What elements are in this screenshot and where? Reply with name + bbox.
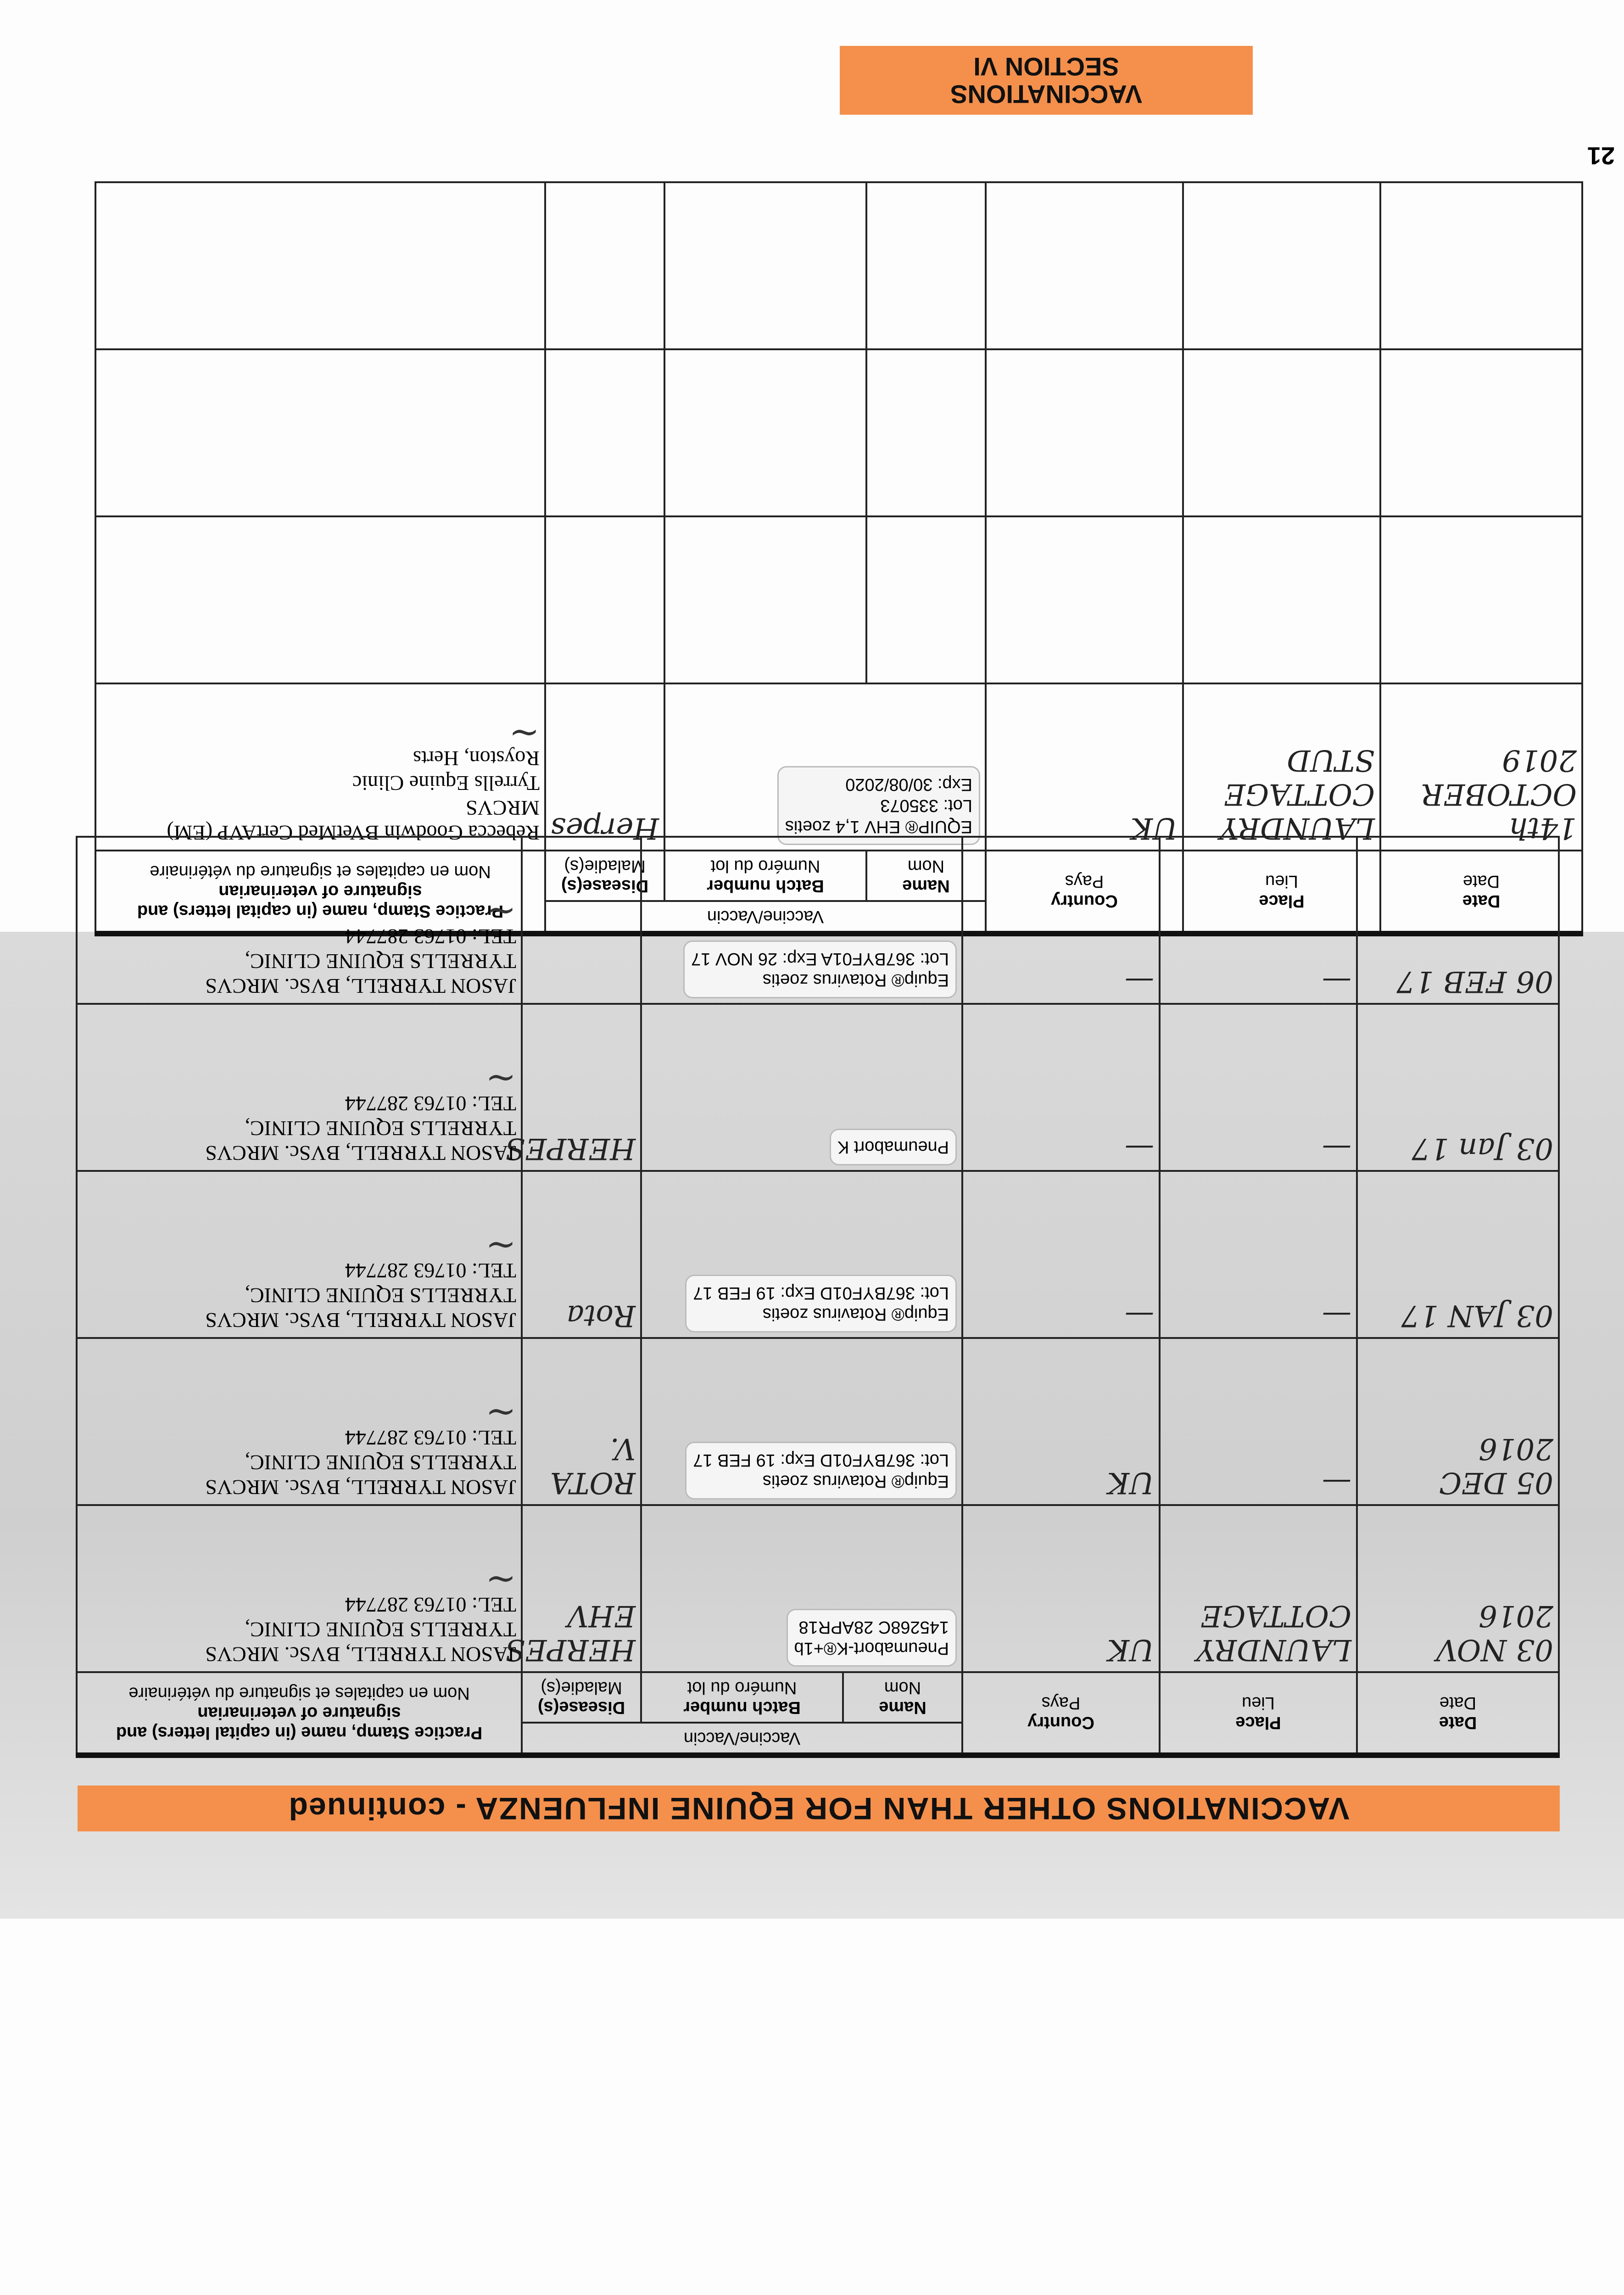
header-practice: Practice Stamp, name (in capital letters… [76,1672,522,1755]
table-row-empty [95,516,1582,683]
country-cell[interactable]: UK [986,683,1183,851]
empty-cell[interactable] [866,182,986,349]
empty-cell[interactable] [545,349,664,516]
table-row: 05 DEC 2016 — UK Equip® Rotavirus zoetis… [76,1338,1559,1505]
header-country: Country Pays [962,1672,1160,1755]
table-row: 03 Jan 17 — — Pneumabort K HERPES JASON … [76,1004,1559,1171]
disease-cell[interactable]: HERPES [505,1004,641,1171]
country-cell[interactable]: UK [962,1338,1160,1505]
empty-cell[interactable] [986,349,1183,516]
place-cell[interactable]: LAUNDRY COTTAGE [1160,1505,1357,1672]
empty-cell[interactable] [1183,349,1380,516]
empty-cell[interactable] [95,349,545,516]
place-cell[interactable]: LAUNDRY COTTAGE STUD [1183,683,1380,851]
disease-cell[interactable]: ROTA V. [521,1338,641,1505]
empty-cell[interactable] [664,516,866,683]
empty-cell[interactable] [866,516,986,683]
practice-stamp-cell[interactable]: JASON TYRRELL, BVSc. MRCVS TYRRELLS EQUIN… [76,1505,522,1672]
empty-cell[interactable] [664,349,866,516]
practice-stamp-cell[interactable]: Rebecca Goodwin BVetMed CertAVP (EM) MRC… [95,683,545,851]
practice-stamp-cell[interactable]: JASON TYRRELL, BVSc. MRCVS TYRRELLS EQUIN… [76,837,522,1004]
practice-stamp-cell[interactable]: JASON TYRRELL, BVSc. MRCVS TYRRELLS EQUIN… [76,1338,522,1505]
section-tab-line1: VACCINATIONS [950,80,1142,109]
header-disease: Disease(s) Maladie(s) [521,1672,641,1723]
vaccine-sticker: Equip® Rotavirus zoetis Lot: 367BYF01A Ex… [683,940,957,998]
place-cell[interactable]: — [1160,1338,1357,1505]
disease-cell[interactable] [521,837,641,1004]
table-row: 03 NOV 2016 LAUNDRY COTTAGE UK Pneumabor… [76,1505,1559,1672]
empty-cell[interactable] [664,182,866,349]
table-row-empty [95,182,1582,349]
empty-cell[interactable] [95,516,545,683]
lower-banner: VACCINATIONS OTHER THAN FOR EQUINE INFLU… [78,1786,1560,1831]
signature: ~ [485,1225,516,1267]
disease-cell[interactable]: HERPES EHV [505,1505,641,1672]
signature: ~ [485,1392,516,1434]
vaccine-label-cell[interactable]: Equip® Rotavirus zoetis Lot: 367BYF01A Ex… [641,837,962,1004]
date-cell[interactable]: 03 NOV 2016 [1357,1505,1559,1672]
table-row: 14th OCTOBER 2019 LAUNDRY COTTAGE STUD U… [95,683,1582,851]
empty-cell[interactable] [545,516,664,683]
vaccine-sticker: Pneumabort-K®+1b 145268C 28APR18 [786,1609,957,1667]
date-cell[interactable]: 14th OCTOBER 2019 [1380,683,1582,851]
vaccine-label-cell[interactable]: EQUIP® EHV 1,4 zoetis Lot: 335073 Exp: 30/… [664,683,986,851]
place-cell[interactable]: — [1160,837,1357,1004]
table-row: 06 FEB 17 — — Equip® Rotavirus zoetis Lot… [76,837,1559,1004]
country-cell[interactable]: UK [962,1505,1160,1672]
table-row-empty [95,349,1582,516]
section-tab: VACCINATIONS SECTION VI [840,46,1253,115]
empty-cell[interactable] [1380,349,1582,516]
empty-cell[interactable] [1183,516,1380,683]
lower-vaccination-table: Date Date Place Lieu Country Pays Vaccine/V… [75,836,1560,1758]
vaccine-label-cell[interactable]: Pneumabort-K®+1b 145268C 28APR18 [641,1505,962,1672]
empty-cell[interactable] [1380,182,1582,349]
country-cell[interactable]: — [962,1004,1160,1171]
section-tab-line2: SECTION VI [973,52,1119,81]
header-vaccine: Vaccine/Vaccin [521,1723,962,1755]
vaccine-sticker: Equip® Rotavirus zoetis Lot: 367BYF01D Ex… [685,1442,957,1500]
header-date: Date Date [1357,1672,1559,1755]
signature: ~ [485,890,516,933]
signature: ~ [485,1559,516,1601]
date-cell[interactable]: 03 Jan 17 [1357,1004,1559,1171]
disease-cell[interactable]: Rota [521,1171,641,1338]
disease-cell[interactable]: Herpes [545,683,664,851]
date-cell[interactable]: 05 DEC 2016 [1357,1338,1559,1505]
signature: ~ [508,712,540,755]
header-batch: Batch number Numéro du lot [641,1672,843,1723]
practice-stamp-cell[interactable]: JASON TYRRELL, BVSc. MRCVS TYRRELLS EQUIN… [76,1171,522,1338]
country-cell[interactable]: — [962,837,1160,1004]
place-cell[interactable]: — [1160,1004,1357,1171]
date-cell[interactable]: 03 JAN 17 [1357,1171,1559,1338]
vaccine-label-cell[interactable]: Equip® Rotavirus zoetis Lot: 367BYF01D Ex… [641,1338,962,1505]
practice-stamp-cell[interactable]: JASON TYRRELL, BVSc. MRCVS TYRRELLS EQUIN… [76,1004,522,1171]
empty-cell[interactable] [866,349,986,516]
vaccine-sticker: EQUIP® EHV 1,4 zoetis Lot: 335073 Exp: 30/… [777,766,980,845]
empty-cell[interactable] [986,182,1183,349]
signature: ~ [485,1058,516,1100]
vaccine-sticker: Pneumabort K [830,1129,957,1165]
empty-cell[interactable] [95,182,545,349]
date-cell[interactable]: 06 FEB 17 [1357,837,1559,1004]
vaccine-label-cell[interactable]: Pneumabort K [641,1004,962,1171]
empty-cell[interactable] [986,516,1183,683]
table-row: 03 JAN 17 — — Equip® Rotavirus zoetis Lot… [76,1171,1559,1338]
header-place: Place Lieu [1160,1672,1357,1755]
country-cell[interactable]: — [962,1171,1160,1338]
header-name: Name Nom [843,1672,962,1723]
empty-cell[interactable] [1380,516,1582,683]
upper-vaccination-table: Date Date Place Lieu Country Pays Vaccine/V… [94,181,1583,936]
vaccine-label-cell[interactable]: Equip® Rotavirus zoetis Lot: 367BYF01D Ex… [641,1171,962,1338]
vaccine-sticker: Equip® Rotavirus zoetis Lot: 367BYF01D Ex… [685,1275,957,1332]
empty-cell[interactable] [1183,182,1380,349]
place-cell[interactable]: — [1160,1171,1357,1338]
page-number: 21 [1587,142,1615,169]
empty-cell[interactable] [545,182,664,349]
